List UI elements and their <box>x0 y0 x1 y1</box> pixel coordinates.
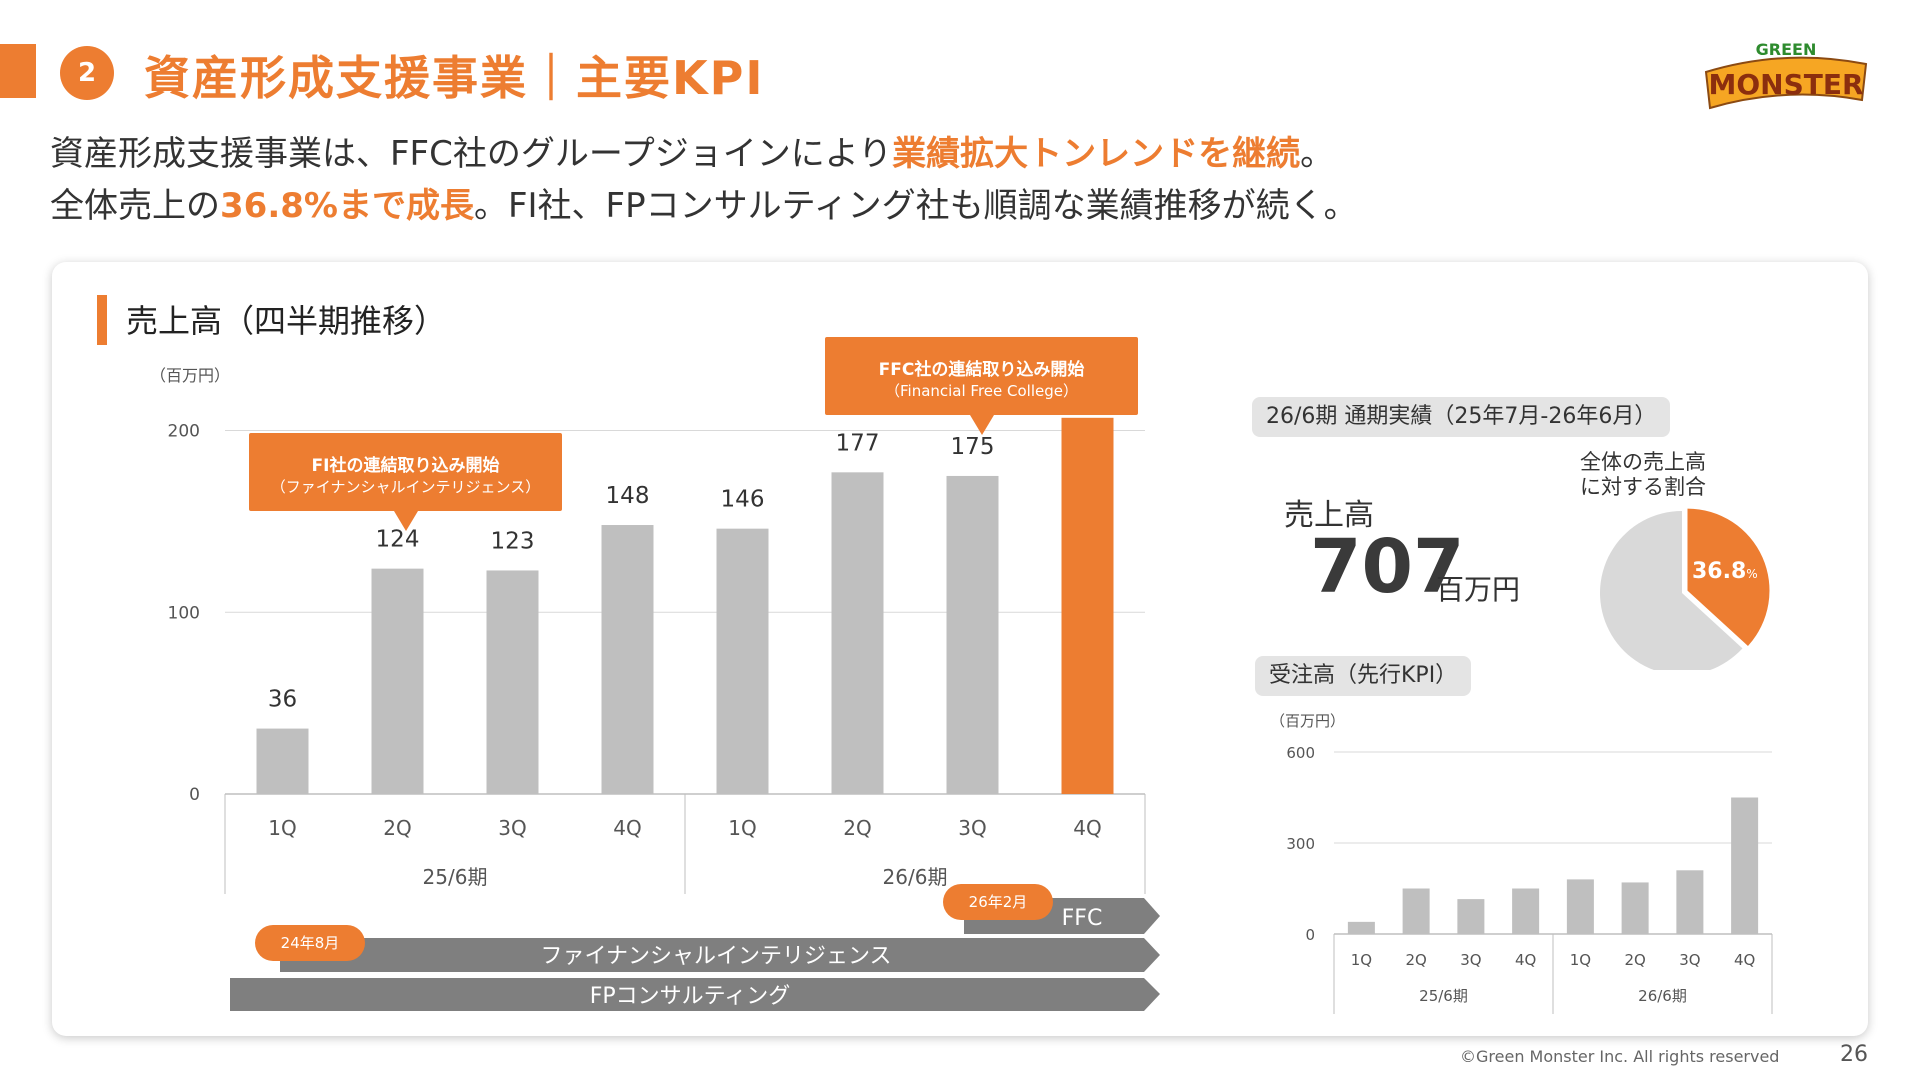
order-chart-group-label: 26/6期 <box>1638 987 1687 1005</box>
lead-line-2: 全体売上の36.8%まで成長。FI社、FPコンサルティング社も順調な業績推移が続… <box>50 178 1358 227</box>
order-chart-bar <box>1512 888 1540 934</box>
section-accent-bar <box>97 295 107 345</box>
sales-chart-xtick-label: 3Q <box>958 816 986 840</box>
order-chart-ytick-label: 300 <box>1286 835 1315 853</box>
order-chart-bar <box>1566 879 1594 934</box>
sales-chart-value-label: 177 <box>836 430 880 456</box>
order-chart-xtick-label: 1Q <box>1351 951 1372 969</box>
share-label-line-1: 全体の売上高 <box>1580 450 1706 474</box>
callout-ffc-consolidation: FFC社の連結取り込み開始 （Financial Free College） <box>825 337 1138 435</box>
sales-chart-bar <box>256 728 309 794</box>
sales-chart-bar <box>601 525 654 794</box>
sales-chart-value-label: 123 <box>491 528 535 554</box>
sales-chart-value-label: 148 <box>606 483 650 509</box>
lead-line-2-highlight: 36.8%まで成長 <box>220 186 474 226</box>
timeline-arrow-fp <box>230 978 1160 1011</box>
lead-line-1-text: 資産形成支援事業は、FFC社のグループジョインにより <box>50 134 893 174</box>
order-chart-bar <box>1402 888 1430 934</box>
sales-total-unit: 百万円 <box>1436 573 1521 606</box>
order-chart-xtick-label: 3Q <box>1679 951 1700 969</box>
order-chart-xtick-label: 4Q <box>1515 951 1536 969</box>
timeline-arrow-fi <box>280 938 1160 972</box>
sales-chart-bar <box>716 528 769 794</box>
logo-text-top: GREEN <box>1756 40 1817 59</box>
order-chart-bar <box>1621 882 1649 934</box>
order-chart-group-label: 25/6期 <box>1419 987 1468 1005</box>
lead-line-1-highlight: 業績拡大トンレンドを継続 <box>892 134 1301 174</box>
lead-line-2-text: 全体売上の <box>50 186 220 226</box>
sales-chart-bar <box>486 570 539 794</box>
pie-value-number: 36.8 <box>1692 559 1746 584</box>
header-accent-bar <box>0 44 36 98</box>
pie-value-unit: % <box>1746 567 1757 581</box>
callout-fi-consolidation: FI社の連結取り込み開始 （ファイナンシャルインテリジェンス） <box>249 433 562 531</box>
share-pie-chart: 36.8% <box>1600 508 1770 670</box>
sales-chart-ytick-label: 0 <box>189 785 200 805</box>
lead-line-2-end: 。FI社、FPコンサルティング社も順調な業績推移が続く。 <box>473 186 1358 226</box>
lead-line-1: 資産形成支援事業は、FFC社のグループジョインにより業績拡大トンレンドを継続。 <box>50 126 1334 175</box>
sales-chart-group-label: 25/6期 <box>423 865 488 889</box>
sales-total-value: 707 <box>1310 524 1465 610</box>
sales-chart-xtick-label: 1Q <box>268 816 296 840</box>
sales-total-label: 売上高 <box>1284 498 1374 533</box>
pie-slice-share <box>1687 508 1770 646</box>
section-title: 売上高（四半期推移） <box>126 302 447 340</box>
sales-chart-xtick-label: 3Q <box>498 816 526 840</box>
timeline-label-ffc: FFC <box>1062 906 1103 931</box>
sales-chart-bar <box>946 475 999 794</box>
order-chart-xtick-label: 1Q <box>1570 951 1591 969</box>
share-label-line-2: に対する割合 <box>1580 475 1706 499</box>
sales-chart-xtick-label: 4Q <box>1073 816 1101 840</box>
sales-chart-xtick-label: 4Q <box>613 816 641 840</box>
order-chart-xtick-label: 3Q <box>1460 951 1481 969</box>
order-chart-xtick-label: 2Q <box>1624 951 1645 969</box>
order-chart-xtick-label: 4Q <box>1734 951 1755 969</box>
sales-chart-value-label: 36 <box>268 687 297 713</box>
pie-slice-rest <box>1600 511 1743 670</box>
callout-ffc-pointer <box>969 415 994 435</box>
order-chart-ytick-label: 600 <box>1286 744 1315 762</box>
callout-ffc-title: FFC社の連結取り込み開始 <box>878 360 1085 380</box>
order-chart-bar <box>1457 899 1485 934</box>
timeline-badge-ffc: 26年2月 <box>943 884 1053 920</box>
sales-chart-xtick-label: 1Q <box>728 816 756 840</box>
timeline-label-fp: FPコンサルティング <box>590 984 791 1009</box>
timeline-label-fi: ファイナンシャルインテリジェンス <box>540 944 891 969</box>
order-chart-bar <box>1347 921 1375 934</box>
sales-chart-ytick-label: 100 <box>168 603 200 623</box>
pie-value-label: 36.8% <box>1692 559 1758 584</box>
timeline-badge-fi: 24年8月 <box>255 925 365 961</box>
sales-chart-bar <box>1061 417 1114 794</box>
order-chart-bar <box>1731 797 1759 934</box>
copyright: ©Green Monster Inc. All rights reserved <box>1460 1047 1780 1066</box>
order-chart-unit: （百万円） <box>1270 712 1346 730</box>
sales-chart-value-label: 146 <box>721 487 765 513</box>
logo-text-main: MONSTER <box>1708 68 1863 101</box>
share-label: 全体の売上高 に対する割合 <box>1580 450 1706 500</box>
sales-chart-xtick-label: 2Q <box>383 816 411 840</box>
sales-chart-value-label: 175 <box>951 434 995 460</box>
order-chart-ytick-label: 0 <box>1305 926 1315 944</box>
order-pill: 受注高（先行KPI） <box>1255 656 1472 696</box>
sales-chart-group-label: 26/6期 <box>883 865 948 889</box>
callout-fi-subtitle: （ファイナンシャルインテリジェンス） <box>270 478 541 496</box>
order-chart-bar <box>1676 870 1704 934</box>
sales-chart-bar <box>831 472 884 794</box>
callout-fi-pointer <box>393 511 418 531</box>
page-number: 26 <box>1840 1042 1868 1067</box>
callout-fi-title: FI社の連結取り込み開始 <box>311 456 500 476</box>
green-monster-logo: GREEN MONSTER <box>1704 40 1868 110</box>
page-title: 資産形成支援事業｜主要KPI <box>144 51 765 105</box>
section-number-badge: 2 <box>60 46 114 100</box>
main-chart-unit: （百万円） <box>150 366 231 385</box>
period-pill: 26/6期 通期実績（25年7月-26年6月） <box>1252 397 1671 437</box>
lead-line-1-end: 。 <box>1300 134 1335 174</box>
sales-chart-ytick-label: 200 <box>168 422 200 442</box>
order-chart-xtick-label: 2Q <box>1405 951 1426 969</box>
callout-ffc-subtitle: （Financial Free College） <box>884 382 1078 400</box>
sales-chart-xtick-label: 2Q <box>843 816 871 840</box>
sales-chart-bar <box>371 568 424 794</box>
